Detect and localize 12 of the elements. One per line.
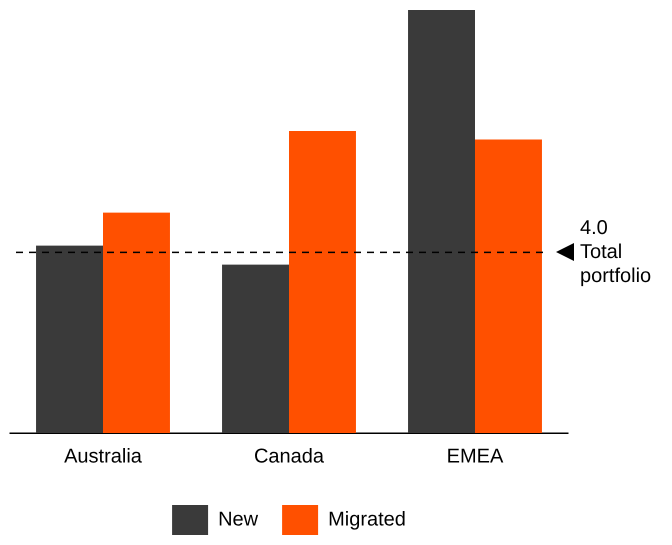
x-tick-label: Australia: [64, 446, 143, 468]
bar: [475, 139, 542, 433]
bar: [103, 212, 170, 433]
x-tick-label: EMEA: [446, 446, 504, 468]
bar: [408, 10, 475, 433]
bar: [222, 264, 289, 433]
bar: [289, 130, 356, 433]
x-tick-label: Canada: [254, 446, 325, 468]
bar: [36, 246, 103, 433]
legend-label: New: [218, 508, 259, 531]
legend-label: Migrated: [328, 508, 406, 531]
ref-line-label: 4.0 Total portfolio: [580, 216, 652, 287]
